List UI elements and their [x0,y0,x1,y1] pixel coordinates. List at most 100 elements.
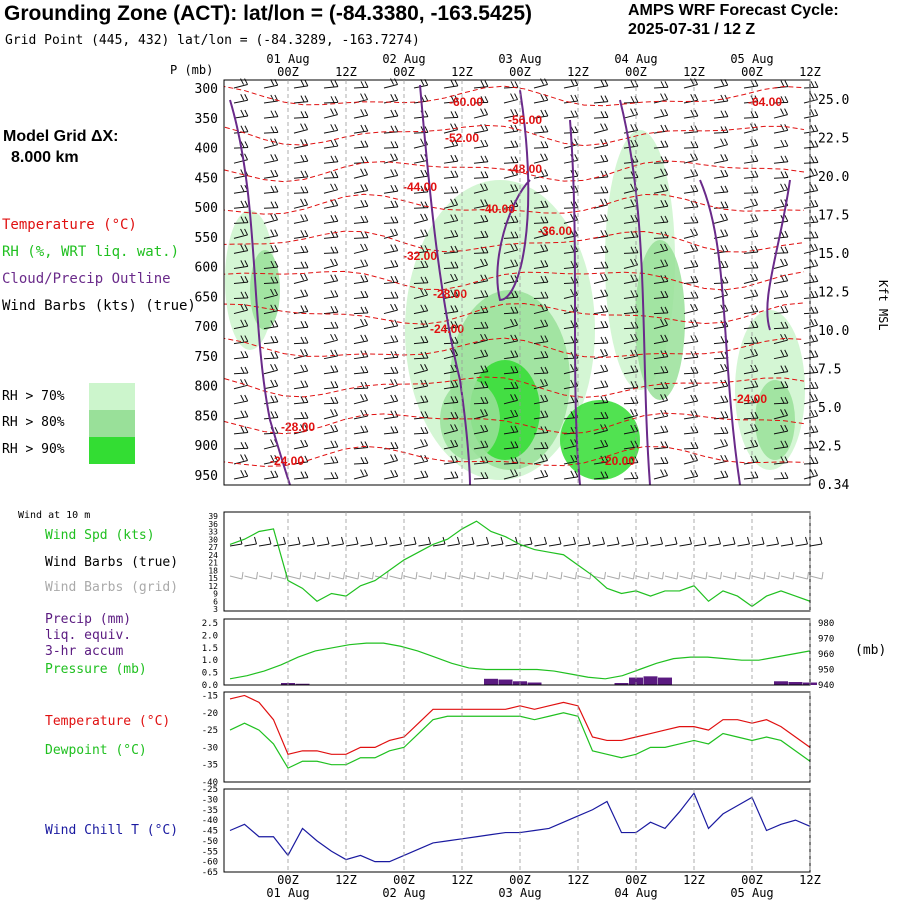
time-tick-label-bottom: 00Z [509,873,531,887]
wind-barb-grid [244,571,258,580]
wind-barb [713,126,729,134]
wind-barb [323,258,339,269]
wind-barb [413,126,429,134]
date-label-bottom: 01 Aug [266,886,309,900]
wind-tick-label: 6 [213,597,218,606]
wind-barb [683,454,699,465]
wind-barb [803,425,819,435]
wind-barb [683,260,699,269]
legend-pressure: Pressure (mb) [45,662,147,677]
wind-chill-tick-label: -45 [202,827,218,837]
wind-barb-true [606,536,620,547]
height-tick-label: 2.5 [818,440,841,455]
date-label-top: 05 Aug [730,52,773,66]
wind-barb [233,125,249,134]
rh70-swatch [89,383,135,410]
wind-barb-grid [461,571,476,580]
wind-barb-true [534,536,547,547]
wind-barb [263,454,279,465]
temperature-tick-label: -15 [202,691,218,701]
rh-region-9 [560,400,640,480]
wind-barb [323,333,339,345]
wind-barb [533,379,549,390]
wind-chill-tick-label: -25 [202,785,218,795]
isotherm-label: -44.00 [403,180,437,194]
wind-barb [653,425,669,435]
precip-tick-label: 0.0 [202,681,218,691]
wind-barb-true [302,536,315,547]
wind-barb [443,139,459,149]
wind-barb [713,138,729,149]
wind-barb [563,201,579,209]
wind-barb-grid [331,571,345,580]
wind-barb [353,109,369,119]
wind-barb [653,93,669,104]
wind-barb [323,321,339,330]
wind-barb-grid [476,571,490,580]
wind-barb [263,126,279,134]
legend-precip: Precip (mm) [45,612,132,627]
date-label-bottom: 04 Aug [614,886,657,900]
pressure-tick-label: 450 [195,171,218,186]
wind-barb-true [650,536,663,547]
wind-barb [443,230,459,239]
wind-barb-grid [316,571,331,580]
wind-barb [413,304,429,315]
wind-barb [743,320,759,330]
wind-barb [803,93,819,104]
wind-barb [593,289,609,300]
wind-barb-grid [621,571,635,580]
wind-barb [533,184,549,194]
wind-barb [563,169,579,179]
cloud-outline [419,84,471,486]
wind-barb [713,110,729,119]
wind-barb [263,110,279,119]
wind-barb [443,214,459,224]
wind-barb [263,336,279,345]
wind-barb [773,396,789,405]
wind-barb [713,185,729,194]
wind-barb [683,394,699,405]
wind-barb [653,231,669,239]
wind-barb [773,381,789,390]
time-tick-label-top: 12Z [451,65,473,79]
wind-chill-tick-label: -50 [202,837,218,847]
date-label-bottom: 03 Aug [498,886,541,900]
wind-barb [683,216,699,224]
grid-point-subtitle: Grid Point (445, 432) lat/lon = (-84.328… [5,33,420,48]
wind-barb [743,79,759,89]
wind-barb [233,275,249,284]
cloud-outline [619,99,651,486]
wind-barb [593,411,609,420]
wind-barb [473,321,489,330]
wind-barb [383,169,399,179]
wind-barb [413,439,429,450]
wind-barb [533,216,549,224]
height-tick-label: 7.5 [818,363,841,378]
wind-chill-tick-label: -60 [202,858,218,868]
wind-barb [263,411,279,420]
wind-barb [593,245,609,254]
wind-barb [443,439,459,450]
wind-barb [473,396,489,405]
wind-barb [743,111,759,119]
wind-barb [653,381,669,390]
time-tick-label-bottom: 12Z [451,873,473,887]
legend-wind-speed: Wind Spd (kts) [45,528,155,543]
wind-barb [533,125,549,134]
wind-barb [653,199,669,209]
wind-barb [773,424,789,435]
time-tick-label-bottom: 00Z [625,873,647,887]
wind-barb [353,394,369,405]
wind-barb [263,78,279,89]
temperature-tick-label: -25 [202,726,218,736]
pressure-tick-label: 800 [195,380,218,395]
cloud-outline [699,179,741,486]
wind-barb [353,306,369,315]
wind-barb [593,273,609,284]
wind-barb [653,457,669,465]
wind-barb [743,214,759,224]
wind-barb [323,139,339,149]
wind-barb [533,244,549,254]
time-tick-label-bottom: 12Z [683,873,705,887]
